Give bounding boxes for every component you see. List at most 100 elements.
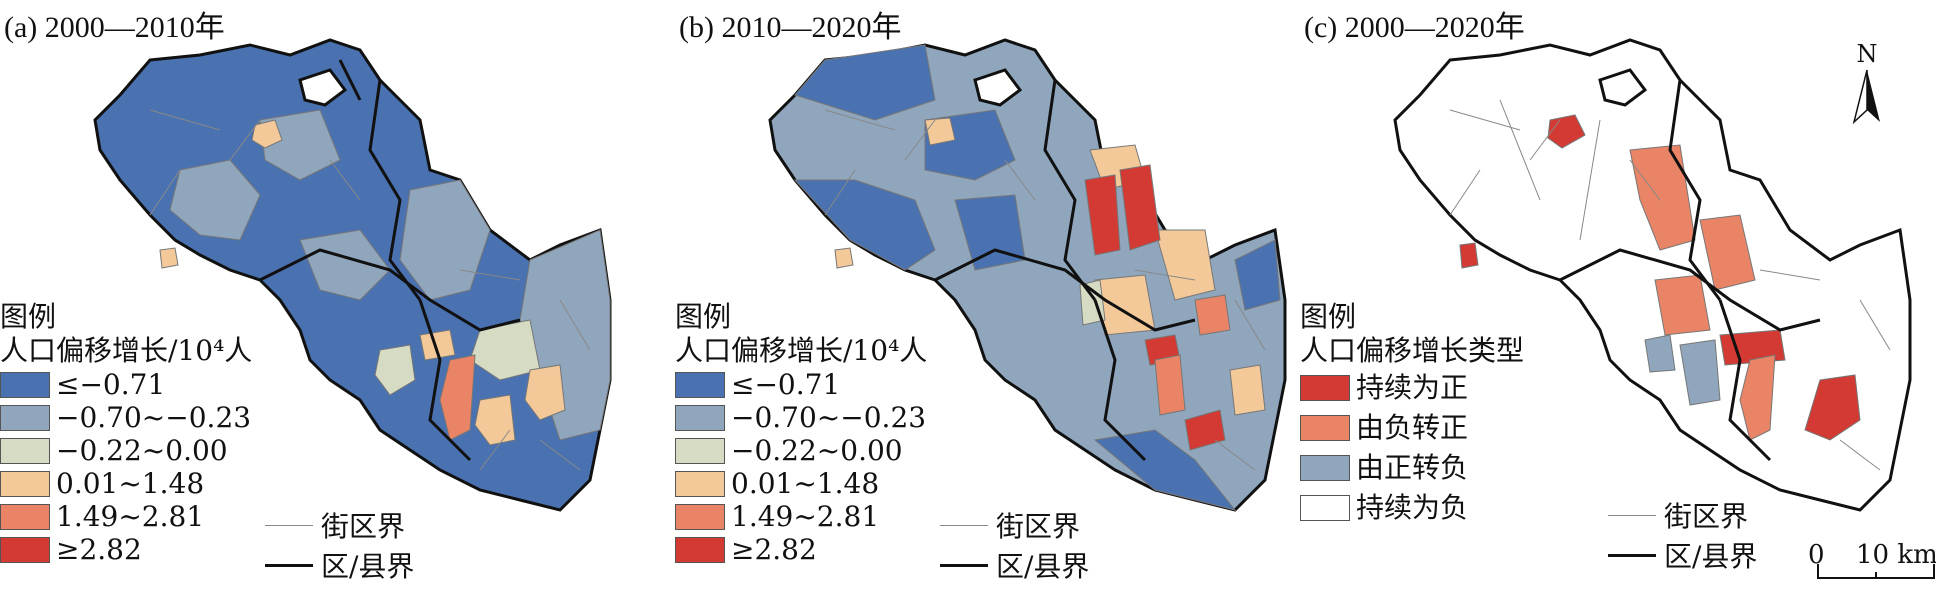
legend-label: −0.22~0.00 <box>56 433 228 467</box>
lake <box>973 68 1023 107</box>
north-arrow: N <box>1852 40 1882 128</box>
legend-title: 图例 <box>0 300 57 333</box>
map-a <box>93 38 612 512</box>
line-legend: 街区界 区/县界 <box>940 505 1089 585</box>
scale-bar-icon <box>1817 564 1935 579</box>
panel-title: (a) 2000—2010年 <box>4 11 225 44</box>
lake <box>1598 68 1648 107</box>
legend-swatch <box>1300 495 1350 521</box>
legend-item: 持续为正 <box>1300 368 1524 408</box>
district-line-3 <box>1718 299 1772 462</box>
legend-item: 由负转正 <box>1300 408 1524 448</box>
zone-gray-2 <box>259 109 341 181</box>
north-label: N <box>1856 40 1878 68</box>
district-line-1 <box>1043 79 1097 301</box>
line-label: 区/县界 <box>321 550 415 583</box>
zone-orange <box>439 354 476 441</box>
zone-green-2 <box>374 344 416 396</box>
legend-label: ≥2.82 <box>56 532 142 566</box>
line-label: 区/县界 <box>1664 540 1758 573</box>
street-lines <box>149 109 591 471</box>
legend-swatch <box>1300 375 1350 401</box>
legend-label: 由正转负 <box>1356 451 1469 484</box>
line-label: 街区界 <box>996 510 1081 543</box>
legend-label: 0.01~1.48 <box>731 466 880 500</box>
legend-swatch <box>0 437 50 464</box>
legend-swatch <box>675 404 725 431</box>
legend-label: 0.01~1.48 <box>56 466 205 500</box>
zone-orange-3 <box>1654 274 1711 336</box>
district-line-symbol <box>1608 553 1656 557</box>
zone-gray-2 <box>1644 334 1676 373</box>
zone-tan-4 <box>159 247 179 269</box>
legend-item: −0.70~−0.23 <box>0 401 252 434</box>
legend-label: 持续为正 <box>1356 371 1469 404</box>
legend-swatch <box>675 536 725 563</box>
legend-item: ≤−0.71 <box>675 368 927 401</box>
scale-zero: 0 <box>1808 540 1825 570</box>
district-line-1 <box>368 79 422 301</box>
line-legend-street: 街区界 <box>265 505 414 545</box>
line-label: 区/县界 <box>996 550 1090 583</box>
district-line-2 <box>1559 248 1821 332</box>
zone-tan-5 <box>1229 364 1266 416</box>
zone-red-2 <box>1119 164 1161 251</box>
street-lines <box>1449 99 1891 471</box>
panel-title: (c) 2000—2020年 <box>1304 11 1525 44</box>
legend-swatch <box>1300 455 1350 481</box>
legend-label: ≤−0.71 <box>731 367 841 401</box>
legend-item: 0.01~1.48 <box>0 467 252 500</box>
zone-tan-2 <box>524 364 566 421</box>
legend-label: −0.22~0.00 <box>731 433 903 467</box>
zone-orange-2 <box>1699 214 1756 291</box>
legend-label: 持续为负 <box>1356 491 1469 524</box>
zone-orange-4 <box>1739 354 1776 441</box>
legend-label: −0.70~−0.23 <box>56 400 252 434</box>
zone-orange-2 <box>1194 294 1231 336</box>
zone-blue-4 <box>1093 429 1237 511</box>
legend-swatch <box>675 371 725 398</box>
zone-red-4 <box>1804 374 1861 441</box>
legend-item: 0.01~1.48 <box>675 467 927 500</box>
region-outline <box>1393 38 1912 512</box>
legend-swatch <box>0 371 50 398</box>
line-label: 街区界 <box>1664 500 1749 533</box>
zone-tan-5 <box>419 329 456 361</box>
legend-item: ≤−0.71 <box>0 368 252 401</box>
legend-swatch <box>1300 415 1350 441</box>
legend: 图例 人口偏移增长类型 持续为正 由负转正 由正转负 持续为负 <box>1300 300 1524 528</box>
legend-label: 1.49~2.81 <box>56 499 205 533</box>
legend-label: ≤−0.71 <box>56 367 166 401</box>
legend-swatch <box>0 470 50 497</box>
legend-swatch <box>675 470 725 497</box>
district-line-2 <box>934 248 1196 332</box>
legend-swatch <box>0 503 50 530</box>
legend-label: −0.70~−0.23 <box>731 400 927 434</box>
legend-subtitle: 人口偏移增长类型 <box>1300 334 1525 367</box>
line-legend: 街区界 区/县界 <box>265 505 414 585</box>
zone-tan-2 <box>1154 229 1216 301</box>
scale-label: 10 km <box>1856 540 1936 570</box>
street-line-symbol <box>940 524 988 526</box>
legend-label: 由负转正 <box>1356 411 1469 444</box>
line-legend-street: 街区界 <box>940 505 1089 545</box>
zone-tan-3 <box>474 394 516 446</box>
line-legend: 街区界 区/县界 <box>1608 495 1757 575</box>
legend-item: ≥2.82 <box>0 533 252 566</box>
map-panel-c: (c) 2000—2020年 图例 人口偏移增长类型 持续为正 由负转正 由正转… <box>1300 0 1936 595</box>
legend-item: 由正转负 <box>1300 448 1524 488</box>
legend-item: 持续为负 <box>1300 488 1524 528</box>
map-panel-b: (b) 2010—2020年 图例 人口偏移增长/10⁴人 ≤−0.71 −0.… <box>675 0 1320 595</box>
district-line-3 <box>1093 299 1147 462</box>
street-lines <box>824 109 1266 471</box>
district-line-symbol <box>265 563 313 567</box>
district-line-2 <box>259 248 521 332</box>
legend-swatch <box>0 404 50 431</box>
zone-gray-3 <box>399 179 491 301</box>
line-legend-district: 区/县界 <box>265 545 414 585</box>
legend-subtitle: 人口偏移增长/10⁴人 <box>0 334 253 367</box>
street-line-symbol <box>1608 514 1656 516</box>
legend-subtitle: 人口偏移增长/10⁴人 <box>675 334 928 367</box>
district-line-symbol <box>940 563 988 567</box>
district-line-1 <box>1668 79 1722 301</box>
